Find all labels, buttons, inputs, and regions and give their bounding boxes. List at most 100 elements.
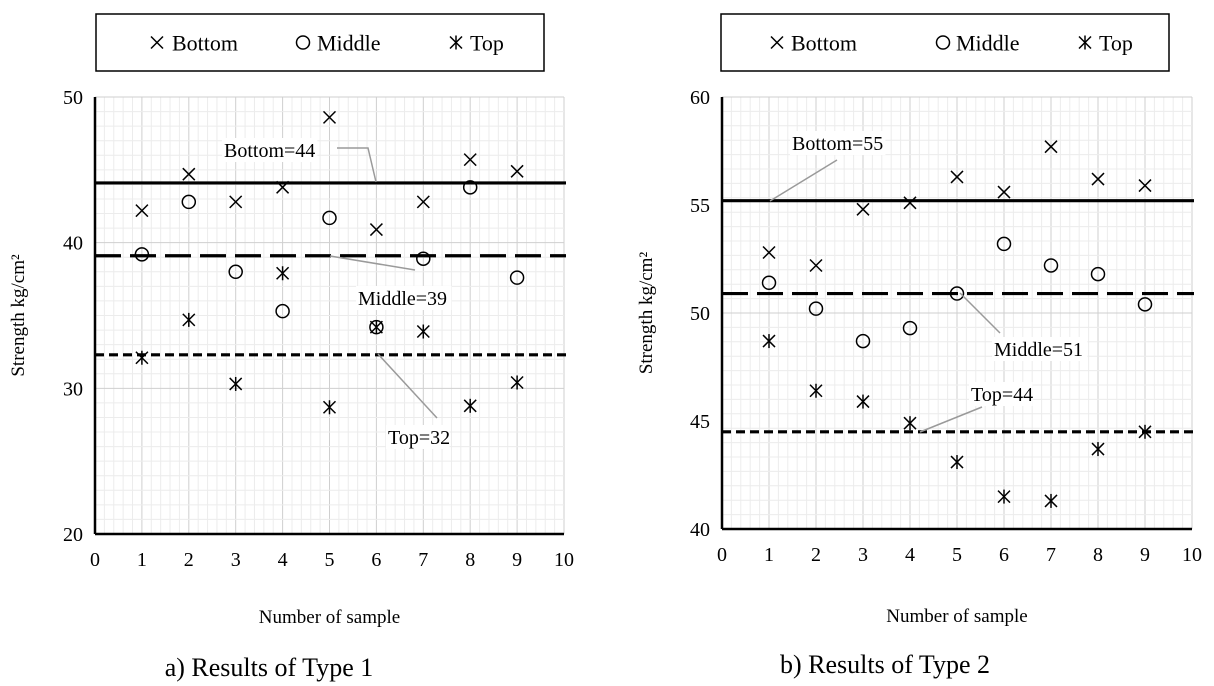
data-point [462, 180, 478, 195]
data-point [463, 153, 477, 167]
data-point [1137, 297, 1153, 312]
x-tick-label: 1 [137, 549, 147, 571]
data-point [762, 334, 776, 349]
series-top [135, 266, 524, 415]
data-point [369, 320, 383, 335]
data-point [1091, 442, 1105, 457]
legend: Bottom Middle Top [95, 13, 545, 72]
data-point [322, 210, 337, 226]
x-tick-label: 10 [1182, 544, 1202, 566]
x-tick-label: 7 [1046, 544, 1056, 566]
series-top [762, 334, 1152, 508]
annotation-leader [769, 159, 838, 202]
x-tick-label: 3 [858, 544, 868, 566]
data-point [856, 202, 870, 216]
data-point [416, 195, 430, 209]
chart-panel-a: 0 1 2 3 4 5 6 7 8 9 10 20 30 40 50 Number of sample Stre… [8, 13, 574, 682]
x-tick-label: 0 [717, 544, 727, 566]
x-tick-label: 8 [1093, 544, 1103, 566]
data-point [997, 185, 1011, 199]
y-tick-label: 55 [690, 195, 710, 217]
data-point [276, 180, 290, 194]
y-tick-label: 40 [63, 233, 83, 255]
data-point [761, 275, 777, 291]
y-tick-label: 60 [690, 87, 710, 109]
data-point [182, 312, 196, 327]
data-point [275, 303, 290, 319]
data-point [1138, 179, 1152, 193]
y-tick-label: 50 [63, 87, 83, 109]
y-axis-title: Strength kg/cm² [8, 254, 29, 377]
figure-caption: b) Results of Type 2 [780, 650, 990, 679]
x-tick-label: 2 [184, 549, 194, 571]
x-axis-title: Number of sample [259, 607, 400, 628]
data-point [902, 320, 918, 336]
data-point [808, 301, 824, 316]
legend-marker-bottom [770, 35, 784, 50]
x-tick-label: 9 [1140, 544, 1150, 566]
legend-box [720, 13, 1170, 72]
annotation-backdrop [969, 382, 1033, 406]
figure-caption: a) Results of Type 1 [165, 653, 374, 682]
annotation-backdrop [992, 337, 1088, 361]
data-point [416, 251, 431, 266]
annotation-leader [337, 147, 377, 183]
data-point [903, 416, 917, 431]
y-tick-label: 45 [690, 411, 710, 433]
legend-label: Middle [956, 31, 1020, 56]
annotation-label: Middle=51 [994, 339, 1083, 361]
series-middle [761, 236, 1153, 349]
data-point [322, 400, 337, 415]
data-point [1091, 172, 1105, 186]
data-point [997, 489, 1011, 504]
x-tick-label: 4 [905, 544, 915, 566]
data-point [1090, 266, 1106, 282]
data-point [229, 376, 243, 391]
x-tick-label: 5 [325, 549, 335, 571]
legend-label: Middle [317, 31, 381, 56]
y-tick-label: 40 [690, 519, 710, 541]
data-point [416, 324, 430, 339]
data-point [1044, 493, 1058, 508]
data-point [809, 258, 823, 273]
annotation-label: Top=32 [388, 427, 450, 449]
annotation-leader [329, 255, 416, 271]
data-point [510, 375, 524, 390]
x-tick-label: 3 [231, 549, 241, 571]
data-point [996, 236, 1012, 252]
x-tick-label: 10 [554, 549, 574, 571]
data-point [229, 195, 243, 209]
annotation-backdrop [356, 286, 452, 310]
series-bottom [135, 110, 524, 237]
x-tick-label: 2 [811, 544, 821, 566]
x-axis-title: Number of sample [886, 606, 1027, 627]
annotation-label: Middle=39 [358, 288, 447, 310]
annotation-label: Bottom=44 [224, 140, 315, 162]
x-tick-label: 8 [465, 549, 475, 571]
y-tick-label: 20 [63, 524, 83, 546]
annotation-backdrop [790, 131, 886, 155]
x-tick-label: 0 [90, 549, 100, 571]
data-point [134, 247, 150, 262]
series-bottom [762, 140, 1152, 273]
data-point [855, 333, 871, 349]
legend-marker-top [449, 35, 463, 50]
data-point [762, 245, 776, 260]
data-point [856, 394, 870, 409]
annotation-leader [919, 406, 983, 433]
data-point [369, 223, 383, 237]
legend-marker-middle [295, 35, 311, 50]
data-point [135, 350, 149, 365]
legend-marker-top [1078, 35, 1092, 50]
data-point [181, 194, 197, 210]
data-point [228, 264, 243, 280]
gridlines [94, 96, 565, 535]
legend-marker-middle [935, 35, 951, 50]
x-tick-label: 1 [764, 544, 774, 566]
annotation-leader [959, 292, 1001, 334]
annotation-label: Bottom=55 [792, 133, 883, 155]
x-tick-label: 9 [512, 549, 522, 571]
legend: Bottom Middle Top [720, 13, 1170, 72]
x-tick-label: 7 [418, 549, 428, 571]
legend-label: Bottom [791, 31, 857, 56]
